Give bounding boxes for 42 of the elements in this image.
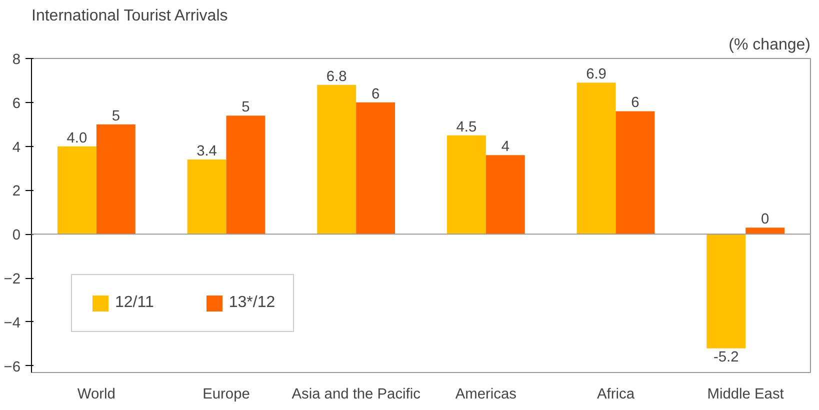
y-axis-title: (% change) bbox=[728, 36, 811, 54]
bar bbox=[486, 155, 525, 234]
x-tick-label: Europe bbox=[202, 386, 250, 402]
bar bbox=[706, 234, 746, 348]
bar bbox=[616, 111, 655, 234]
y-tick-label: 0 bbox=[12, 228, 21, 244]
data-label: 4 bbox=[501, 139, 510, 156]
data-label: 5 bbox=[242, 100, 250, 116]
y-tick-label: 6 bbox=[12, 96, 21, 112]
x-tick-label: Africa bbox=[597, 386, 636, 402]
bar bbox=[576, 82, 616, 234]
bar bbox=[356, 102, 396, 234]
bar bbox=[57, 146, 96, 234]
bar bbox=[317, 84, 356, 234]
data-label: 0 bbox=[760, 212, 770, 228]
bar bbox=[226, 116, 266, 234]
y-tick-label: 2 bbox=[12, 184, 21, 200]
data-label: 6.9 bbox=[586, 66, 606, 83]
y-tick-label: −6 bbox=[4, 359, 21, 376]
x-tick-label: Asia and the Pacific bbox=[292, 386, 420, 402]
legend-label: 12/11 bbox=[115, 294, 154, 312]
data-label: 6.8 bbox=[326, 68, 347, 85]
data-label: 6 bbox=[631, 95, 640, 112]
bar bbox=[446, 135, 486, 234]
data-label: -5.2 bbox=[713, 349, 739, 366]
y-tick-label: 4 bbox=[12, 140, 21, 156]
x-tick-label: Middle East bbox=[707, 386, 784, 402]
data-label: 3.4 bbox=[196, 144, 217, 160]
data-label: 4.0 bbox=[66, 130, 88, 146]
chart-title: International Tourist Arrivals bbox=[32, 8, 228, 24]
legend-label: 13*/12 bbox=[228, 294, 276, 312]
data-label: 6 bbox=[371, 86, 380, 102]
data-label: 4.5 bbox=[456, 119, 477, 136]
y-tick-label: 8 bbox=[12, 52, 21, 68]
bar bbox=[96, 124, 136, 234]
data-label: 5 bbox=[112, 108, 120, 124]
y-tick-label: −4 bbox=[4, 315, 21, 332]
x-tick-label: Americas bbox=[455, 386, 516, 402]
x-tick-label: World bbox=[77, 386, 116, 402]
y-tick-label: −2 bbox=[4, 272, 21, 288]
bar bbox=[746, 228, 785, 234]
bar bbox=[187, 160, 226, 234]
